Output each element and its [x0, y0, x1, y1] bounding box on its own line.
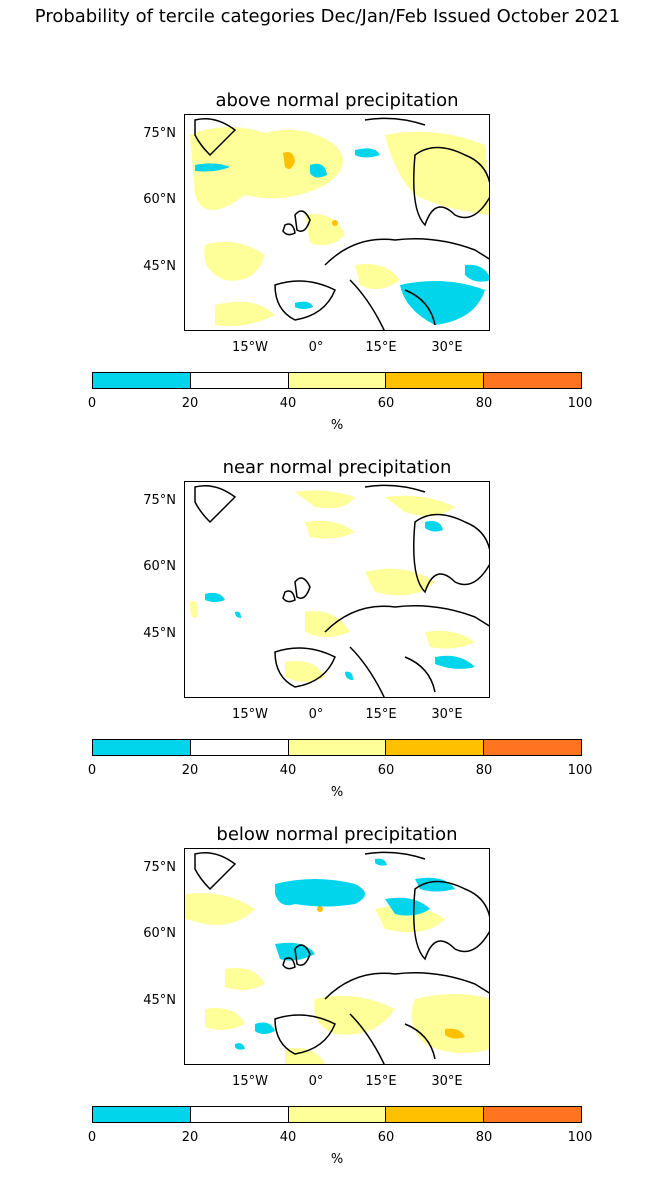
colorbar-unit: %: [330, 1152, 344, 1167]
colorbar-bin-40-60: [287, 740, 386, 755]
colorbar-tick: 100: [567, 1130, 593, 1145]
colorbar-unit: %: [330, 785, 344, 800]
coastlines: [194, 851, 489, 1064]
colorbar-bin-0-20: [93, 740, 190, 755]
colorbar-bin-40-60: [287, 1107, 386, 1122]
colorbar: [92, 372, 582, 389]
probability-shading: [190, 490, 475, 682]
colorbar: [92, 1106, 582, 1123]
map-below-normal: [184, 848, 490, 1065]
panel-above-normal: above normal precipitation: [0, 90, 655, 457]
lon-label-30e: 30°E: [431, 340, 463, 355]
colorbar-bin-20-40: [189, 373, 288, 388]
probability-shading: [185, 893, 489, 1064]
colorbar-tick: 20: [181, 763, 199, 778]
colorbar-tick: 100: [567, 396, 593, 411]
lon-label-0: 0°: [308, 340, 324, 355]
colorbar-bin-20-40: [189, 740, 288, 755]
map-near-normal: [184, 481, 490, 698]
lat-label-60n: 60°N: [143, 926, 176, 941]
coastlines: [194, 117, 489, 330]
figure-title: Probability of tercile categories Dec/Ja…: [34, 6, 621, 27]
lon-label-15e: 15°E: [365, 340, 397, 355]
colorbar-bin-80-100: [483, 740, 581, 755]
cyan-shading: [205, 521, 475, 680]
colorbar: [92, 739, 582, 756]
lat-label-45n: 45°N: [143, 259, 176, 274]
gold-shading: [317, 906, 465, 1039]
colorbar-tick: 60: [377, 1130, 395, 1145]
colorbar-tick: 80: [475, 1130, 493, 1145]
colorbar-tick: 80: [475, 396, 493, 411]
gold-shading: [283, 152, 338, 226]
colorbar-tick: 20: [181, 1130, 199, 1145]
coastlines: [194, 484, 489, 697]
map-above-normal: [184, 114, 490, 331]
lat-label-45n: 45°N: [143, 993, 176, 1008]
colorbar-tick: 20: [181, 396, 199, 411]
lat-label-60n: 60°N: [143, 192, 176, 207]
probability-shading: [190, 126, 489, 327]
colorbar-bin-60-80: [385, 373, 484, 388]
lon-label-0: 0°: [308, 1074, 324, 1089]
cyan-shading: [195, 148, 489, 325]
colorbar-tick: 40: [279, 396, 297, 411]
panel-title: above normal precipitation: [215, 90, 459, 111]
colorbar-bin-0-20: [93, 373, 190, 388]
colorbar-tick: 40: [279, 763, 297, 778]
colorbar-bin-20-40: [189, 1107, 288, 1122]
panel-below-normal: below normal precipitation: [0, 824, 655, 1191]
panel-title: below normal precipitation: [216, 824, 458, 845]
colorbar-tick: 40: [279, 1130, 297, 1145]
colorbar-unit: %: [330, 418, 344, 433]
lon-label-0: 0°: [308, 707, 324, 722]
lon-label-30e: 30°E: [431, 1074, 463, 1089]
lon-label-15w: 15°W: [232, 340, 268, 355]
lon-label-15w: 15°W: [232, 707, 268, 722]
colorbar-bin-0-20: [93, 1107, 190, 1122]
colorbar-bin-60-80: [385, 740, 484, 755]
colorbar-tick: 0: [87, 1130, 97, 1145]
lat-label-75n: 75°N: [143, 860, 176, 875]
colorbar-tick: 100: [567, 763, 593, 778]
panel-title: near normal precipitation: [222, 457, 452, 478]
colorbar-bin-40-60: [287, 373, 386, 388]
colorbar-tick: 0: [87, 763, 97, 778]
colorbar-tick: 60: [377, 763, 395, 778]
lat-label-45n: 45°N: [143, 626, 176, 641]
colorbar-bin-60-80: [385, 1107, 484, 1122]
lat-label-60n: 60°N: [143, 559, 176, 574]
lon-label-15e: 15°E: [365, 1074, 397, 1089]
colorbar-tick: 60: [377, 396, 395, 411]
lon-label-30e: 30°E: [431, 707, 463, 722]
panel-near-normal: near normal precipitation: [0, 457, 655, 824]
colorbar-tick: 80: [475, 763, 493, 778]
colorbar-tick: 0: [87, 396, 97, 411]
lat-label-75n: 75°N: [143, 493, 176, 508]
colorbar-bin-80-100: [483, 373, 581, 388]
lon-label-15w: 15°W: [232, 1074, 268, 1089]
lat-label-75n: 75°N: [143, 126, 176, 141]
colorbar-bin-80-100: [483, 1107, 581, 1122]
lon-label-15e: 15°E: [365, 707, 397, 722]
